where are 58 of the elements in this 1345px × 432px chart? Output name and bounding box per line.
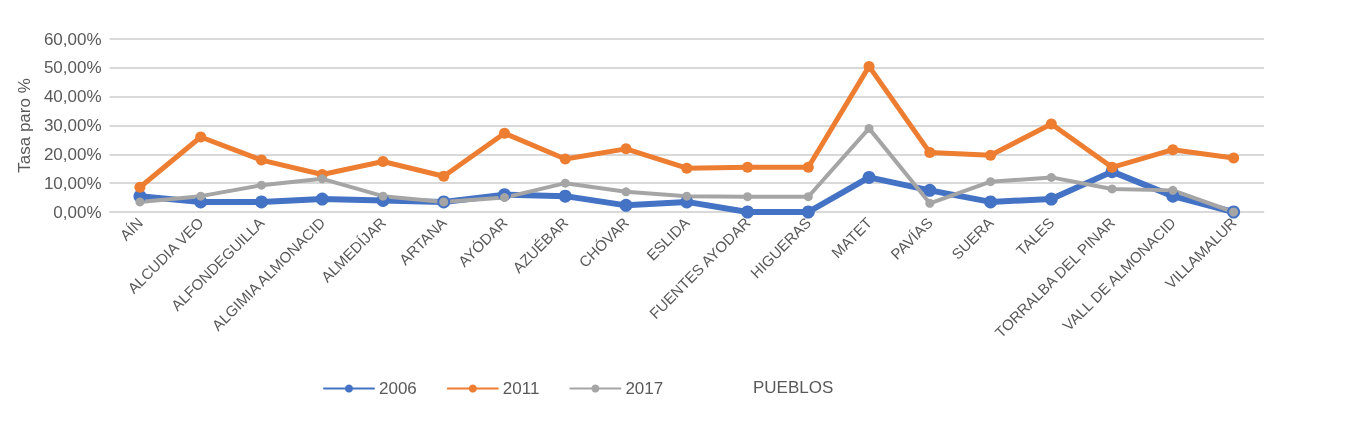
point (135, 197, 145, 207)
x-tick-label: AÍN (116, 213, 146, 244)
y-tick-label: 60,00% (43, 29, 102, 49)
point (560, 178, 570, 188)
point (682, 191, 692, 201)
point (741, 205, 755, 219)
point (317, 174, 327, 184)
point (378, 191, 388, 201)
point (256, 180, 266, 190)
point (620, 143, 632, 155)
y-tick-label: 40,00% (43, 87, 102, 107)
point (255, 154, 267, 166)
legend-label: 2017 (625, 379, 664, 398)
point (500, 193, 509, 203)
point (864, 123, 874, 133)
point (862, 170, 876, 184)
point (986, 177, 996, 187)
legend-label: 2006 (379, 379, 417, 398)
point (254, 195, 268, 209)
point (1046, 172, 1056, 182)
point (801, 205, 815, 219)
point (377, 156, 389, 168)
point (924, 147, 936, 159)
point (925, 198, 935, 208)
point (743, 192, 753, 202)
point (923, 183, 937, 197)
point (438, 170, 450, 182)
point (499, 127, 510, 139)
point (621, 187, 631, 197)
point (196, 191, 206, 201)
point (1168, 185, 1178, 195)
y-tick-label: 50,00% (43, 58, 102, 78)
point (984, 195, 998, 209)
point (558, 189, 572, 203)
point (1106, 161, 1118, 173)
y-axis-title: Tasa paro % (15, 78, 34, 173)
point (315, 192, 329, 206)
point (863, 60, 875, 72)
point (1107, 184, 1117, 194)
legend-label: 2011 (502, 379, 540, 398)
point (681, 162, 693, 174)
y-tick-label: 30,00% (43, 116, 102, 135)
point (1045, 118, 1057, 130)
x-axis-title: PUEBLOS (753, 378, 834, 397)
point (134, 181, 146, 193)
point (802, 161, 814, 173)
point (195, 131, 207, 143)
point (1044, 192, 1058, 206)
y-tick-label: 10,00% (43, 173, 102, 193)
point (619, 198, 633, 212)
y-tick-label: 20,00% (43, 144, 102, 164)
point (742, 161, 754, 173)
y-tick-label: 0,00% (53, 202, 102, 222)
point (559, 153, 571, 165)
point (1228, 152, 1240, 164)
point (985, 149, 997, 161)
point (803, 192, 813, 202)
point (1167, 144, 1179, 156)
